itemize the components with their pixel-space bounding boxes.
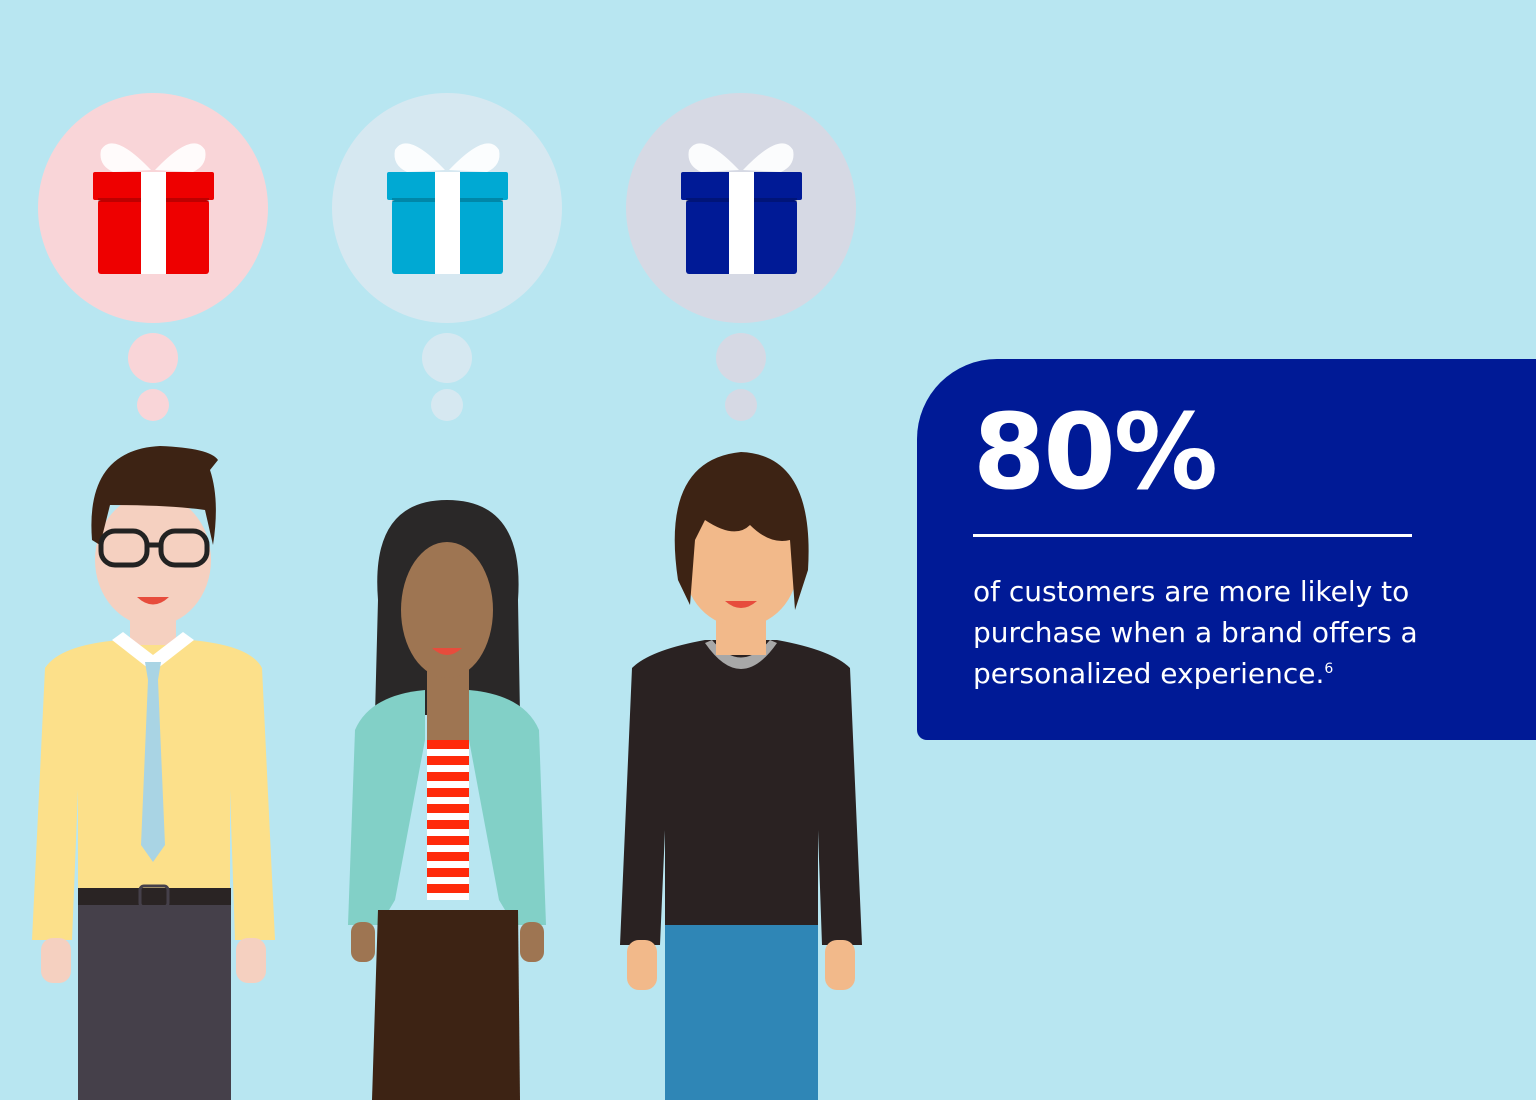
bubble-dot [716,333,766,383]
thought-bubble [38,93,268,421]
gift-icon [681,143,802,274]
bubble-dot [725,389,757,421]
bubble-dot [422,333,472,383]
divider [973,534,1412,537]
person-woman [348,500,546,1100]
stat-value: 80% [973,391,1218,513]
person-young-man [620,452,862,1100]
footnote-marker: 6 [1324,661,1334,677]
thought-bubble [626,93,856,421]
stat-description: of customers are more likely to purchase… [973,571,1443,694]
stat-description-text: of customers are more likely to purchase… [973,575,1418,690]
gift-icon [387,143,508,274]
person-man-glasses [32,446,275,1100]
thought-bubble [332,93,562,421]
gift-icon [93,143,214,274]
bubble-dot [431,389,463,421]
stat-panel: 80% of customers are more likely to purc… [917,359,1536,740]
bubble-dot [128,333,178,383]
bubble-dot [137,389,169,421]
